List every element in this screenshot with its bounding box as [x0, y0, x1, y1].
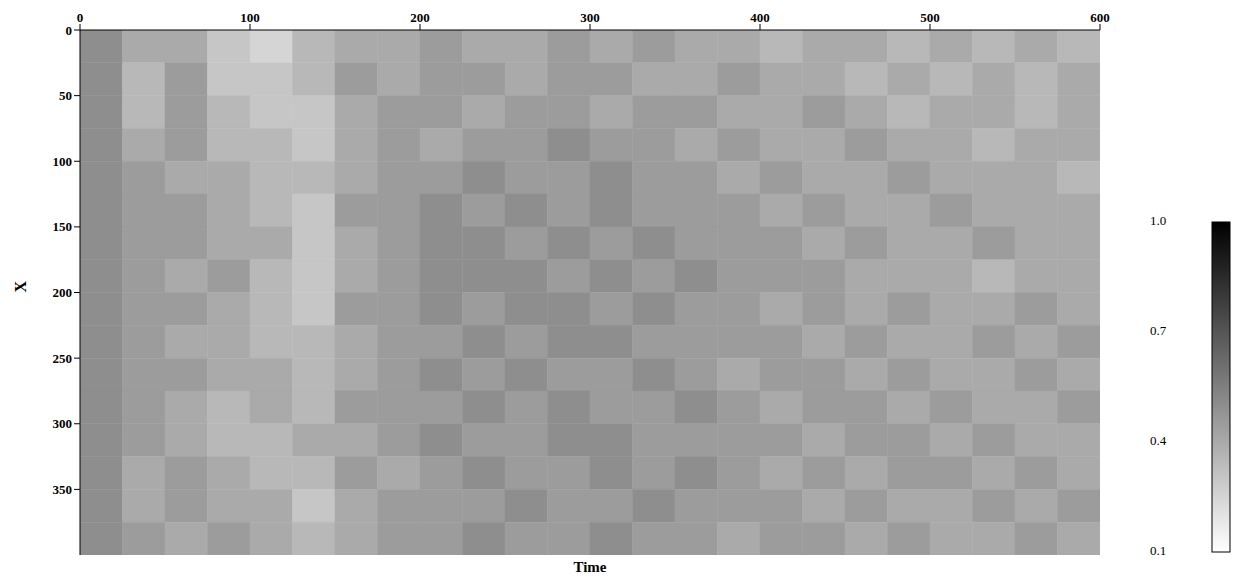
svg-text:0.7: 0.7	[1150, 323, 1167, 338]
svg-text:250: 250	[53, 351, 73, 366]
svg-text:1.0: 1.0	[1150, 213, 1166, 228]
svg-text:100: 100	[240, 10, 260, 25]
html-text:Time: Time	[573, 559, 607, 575]
svg-text:150: 150	[53, 219, 73, 234]
svg-text:0: 0	[66, 23, 73, 38]
svg-text:350: 350	[53, 482, 73, 497]
svg-text:300: 300	[53, 416, 73, 431]
svg-text:50: 50	[59, 88, 72, 103]
svg-text:100: 100	[53, 154, 73, 169]
svg-text:X: X	[12, 281, 29, 293]
svg-text:0: 0	[77, 10, 84, 25]
svg-text:0.4: 0.4	[1150, 433, 1167, 448]
svg-text:300: 300	[580, 10, 600, 25]
svg-text:200: 200	[410, 10, 430, 25]
svg-text:0.1: 0.1	[1150, 543, 1166, 558]
svg-text:200: 200	[53, 285, 73, 300]
svg-text:400: 400	[750, 10, 770, 25]
svg-text:600: 600	[1090, 10, 1110, 25]
svg-text:500: 500	[920, 10, 940, 25]
